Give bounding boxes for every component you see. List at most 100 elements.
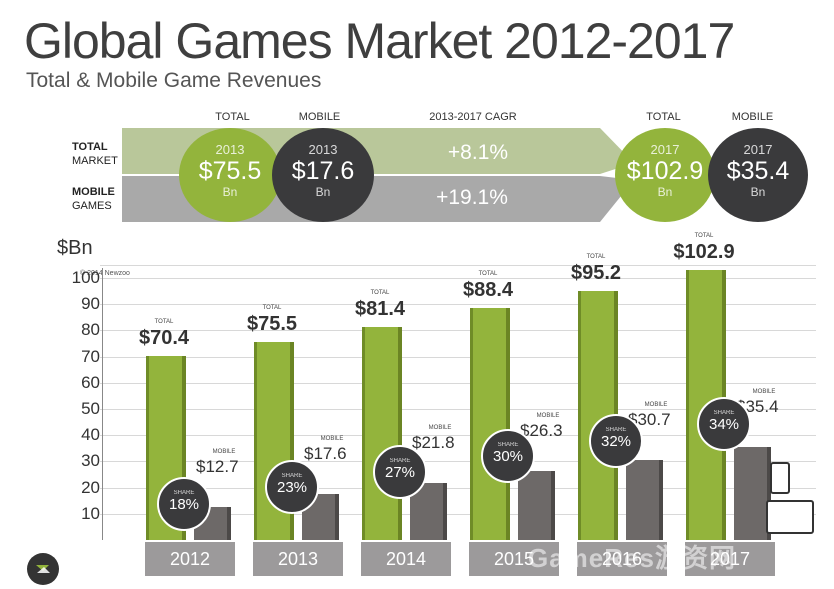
copyright-note: © 2014 Newzoo bbox=[80, 270, 130, 277]
mobile-value-label: $30.7 bbox=[628, 410, 671, 429]
x-category-label: 2012 bbox=[145, 542, 235, 576]
share-circle: SHARE 18% bbox=[157, 477, 211, 531]
circle-value: $102.9 bbox=[626, 157, 704, 185]
summary-header-mobile-right: MOBILE bbox=[731, 111, 774, 123]
circle-value: $35.4 bbox=[726, 157, 790, 185]
share-circle: SHARE 34% bbox=[697, 397, 751, 451]
circle-year: 2013 bbox=[308, 142, 338, 157]
share-label: SHARE bbox=[605, 427, 627, 433]
share-label: SHARE bbox=[389, 458, 411, 464]
gridline bbox=[100, 461, 816, 462]
tablet-icon bbox=[766, 500, 814, 534]
summary-header-mobile-left: MOBILE bbox=[298, 111, 341, 123]
x-category-label: 2014 bbox=[361, 542, 451, 576]
circle-unit: Bn bbox=[222, 185, 238, 199]
row-label-mobile-line1: MOBILE bbox=[72, 186, 115, 198]
circle-unit: Bn bbox=[750, 185, 766, 199]
share-value: 30% bbox=[492, 448, 524, 465]
gridline bbox=[100, 304, 816, 305]
summary-header-cagr: 2013-2017 CAGR bbox=[429, 111, 517, 123]
circle-total-2013: 2013 $75.5 Bn bbox=[179, 128, 281, 222]
share-value: 27% bbox=[384, 464, 416, 481]
gridline bbox=[100, 357, 816, 358]
row-label-total-line1: TOTAL bbox=[72, 141, 108, 153]
mobile-value-label: $17.6 bbox=[304, 444, 347, 463]
y-tick-label: 80 bbox=[81, 320, 100, 339]
circle-value: $75.5 bbox=[198, 157, 262, 185]
page-title: Global Games Market 2012-2017 bbox=[24, 13, 735, 69]
y-tick-label: 60 bbox=[81, 373, 100, 392]
summary-header-total-left: TOTAL bbox=[215, 111, 250, 123]
y-tick-label: 40 bbox=[81, 425, 100, 444]
x-category-label: 2016 bbox=[577, 542, 667, 576]
y-tick-label: 90 bbox=[81, 294, 100, 313]
bar-total bbox=[254, 342, 294, 540]
y-tick-label: 50 bbox=[81, 399, 100, 418]
total-small-label: TOTAL bbox=[694, 233, 714, 239]
gridline bbox=[100, 278, 816, 279]
gridline bbox=[100, 383, 816, 384]
row-label-mobile-line2: GAMES bbox=[72, 200, 112, 212]
total-small-label: TOTAL bbox=[370, 290, 390, 296]
total-small-label: TOTAL bbox=[154, 319, 174, 325]
share-circle: SHARE 30% bbox=[481, 429, 535, 483]
share-circle: SHARE 32% bbox=[589, 414, 643, 468]
gridline bbox=[100, 265, 816, 266]
share-label: SHARE bbox=[713, 410, 735, 416]
row-label-total: TOTAL MARKET bbox=[72, 140, 118, 168]
mobile-small-label: MOBILE bbox=[536, 413, 560, 419]
total-value-label: $81.4 bbox=[354, 298, 406, 320]
share-label: SHARE bbox=[173, 490, 195, 496]
total-value-label: $75.5 bbox=[246, 313, 298, 335]
newzoo-logo-icon bbox=[27, 553, 59, 585]
y-tick-label: 30 bbox=[81, 451, 100, 470]
gridline bbox=[100, 435, 816, 436]
share-value: 32% bbox=[600, 433, 632, 450]
watermark: GameRes游资网 bbox=[528, 543, 736, 573]
share-circle: SHARE 23% bbox=[265, 460, 319, 514]
mobile-value-label: $21.8 bbox=[412, 433, 455, 452]
gridline bbox=[100, 330, 816, 331]
y-tick-label: 20 bbox=[81, 478, 100, 497]
y-axis-unit: $Bn bbox=[57, 237, 93, 259]
bar-mobile bbox=[734, 447, 771, 540]
row-label-total-line2: MARKET bbox=[72, 155, 118, 167]
mobile-small-label: MOBILE bbox=[428, 425, 452, 431]
x-category-label: 2017 bbox=[685, 542, 775, 576]
share-value: 18% bbox=[168, 496, 200, 513]
share-label: SHARE bbox=[281, 473, 303, 479]
y-tick-label: 70 bbox=[81, 347, 100, 366]
mobile-small-label: MOBILE bbox=[320, 436, 344, 442]
circle-year: 2017 bbox=[743, 142, 773, 157]
total-small-label: TOTAL bbox=[478, 271, 498, 277]
circle-mobile-2017: 2017 $35.4 Bn bbox=[708, 128, 808, 222]
x-category-label: 2015 bbox=[469, 542, 559, 576]
circle-mobile-2013: 2013 $17.6 Bn bbox=[272, 128, 374, 222]
mobile-small-label: MOBILE bbox=[212, 449, 236, 455]
circle-unit: Bn bbox=[315, 185, 331, 199]
cagr-mobile: +19.1% bbox=[436, 186, 508, 209]
total-small-label: TOTAL bbox=[586, 254, 606, 260]
mobile-value-label: $26.3 bbox=[520, 421, 563, 440]
circle-total-2017: 2017 $102.9 Bn bbox=[615, 128, 715, 222]
x-category-label: 2013 bbox=[253, 542, 343, 576]
share-circle: SHARE 27% bbox=[373, 445, 427, 499]
total-value-label: $70.4 bbox=[138, 327, 190, 349]
circle-year: 2013 bbox=[215, 142, 245, 157]
bar-mobile bbox=[518, 471, 555, 540]
summary-header-total-right: TOTAL bbox=[646, 111, 681, 123]
total-small-label: TOTAL bbox=[262, 305, 282, 311]
gridline bbox=[100, 488, 816, 489]
cagr-total: +8.1% bbox=[447, 141, 509, 164]
mobile-value-label: $12.7 bbox=[196, 457, 239, 476]
bar-total bbox=[362, 327, 402, 540]
share-label: SHARE bbox=[497, 442, 519, 448]
gridline bbox=[100, 514, 816, 515]
total-value-label: $95.2 bbox=[570, 262, 622, 284]
phone-icon bbox=[770, 462, 790, 494]
bar-total bbox=[470, 308, 510, 540]
mobile-small-label: MOBILE bbox=[752, 389, 776, 395]
circle-unit: Bn bbox=[657, 185, 673, 199]
share-value: 34% bbox=[708, 416, 740, 433]
share-value: 23% bbox=[276, 479, 308, 496]
